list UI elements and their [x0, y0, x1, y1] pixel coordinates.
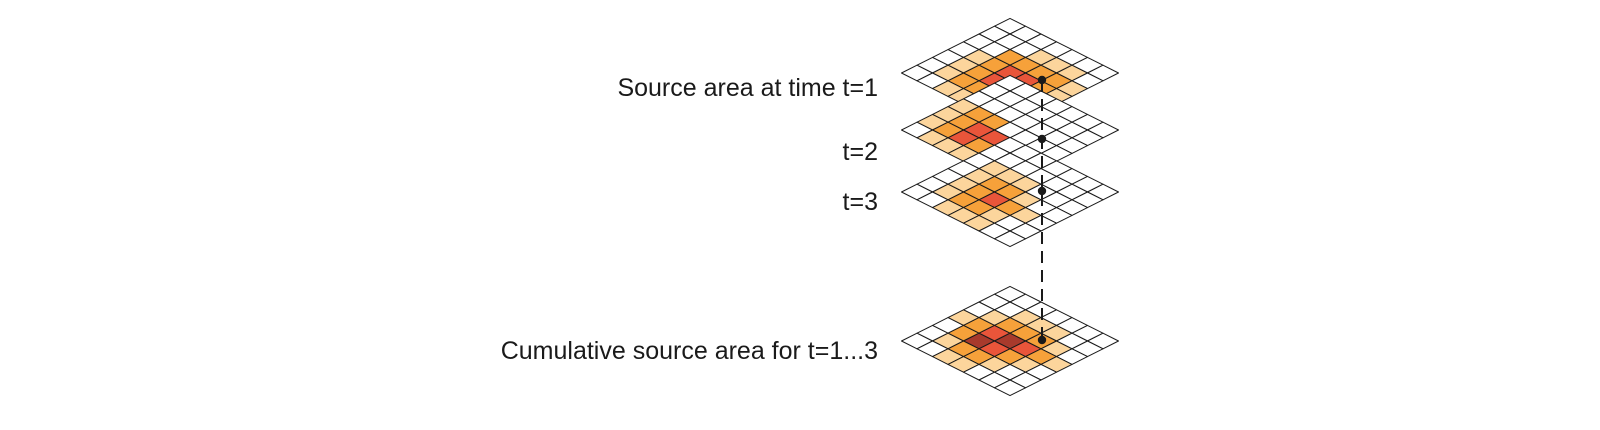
point-marker-t1	[1037, 75, 1047, 85]
point-marker-t3	[1037, 186, 1047, 196]
label-t3: t=3	[843, 188, 878, 216]
label-t2: t=2	[843, 138, 878, 166]
label-t1: Source area at time t=1	[617, 74, 878, 102]
grid-cell	[994, 230, 1026, 248]
label-cumulative: Cumulative source area for t=1...3	[501, 337, 878, 365]
point-marker-t2	[1037, 134, 1047, 144]
grid-layers	[901, 17, 1119, 397]
grid-t3	[901, 136, 1119, 248]
grid-cumulative	[901, 285, 1119, 397]
grid-cell	[994, 379, 1026, 397]
point-marker-cumulative	[1037, 335, 1047, 345]
